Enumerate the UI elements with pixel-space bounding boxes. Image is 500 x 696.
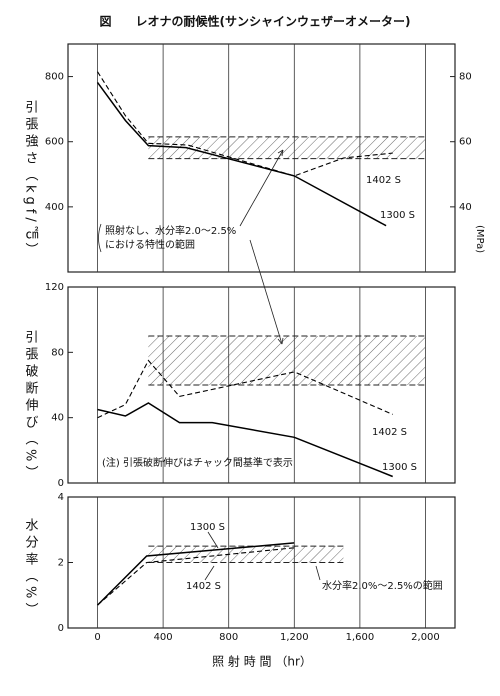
plot-frame	[67, 43, 456, 273]
x-tick-label: 800	[219, 632, 238, 643]
range-band	[148, 136, 426, 159]
annotation: 照射なし、水分率2.0〜2.5%	[105, 225, 236, 237]
series-label: 1300 S	[380, 210, 415, 221]
range-band	[148, 336, 426, 385]
series-line	[97, 359, 393, 419]
x-tick-label: 2,000	[411, 632, 440, 643]
x-tick-label: 1,600	[346, 632, 375, 643]
y-tick-label: 40	[51, 413, 64, 424]
y-axis-label: 水分率（%）	[23, 518, 39, 619]
series-label: 1402 S	[186, 581, 221, 592]
y-tick-label: 0	[58, 478, 64, 489]
range-band	[148, 546, 344, 563]
plot-frame	[67, 286, 456, 484]
y2-tick-label: 60	[459, 137, 472, 148]
y-axis-label: 引張強さ（kgf/㎠）	[23, 100, 39, 260]
chart-title: 図 レオナの耐候性(サンシャインウェザーオメーター)	[100, 14, 411, 29]
y-tick-label: 2	[58, 558, 64, 569]
y-tick-label: 80	[51, 347, 64, 358]
annotation: における特性の範囲	[105, 238, 195, 251]
y-axis-label: 引張破断伸び（%）	[23, 330, 39, 482]
x-tick-label: 0	[94, 632, 100, 643]
y-tick-label: 800	[45, 72, 64, 83]
series-label: 1402 S	[366, 175, 401, 186]
y-tick-label: 120	[45, 282, 64, 293]
series-line	[97, 71, 393, 177]
series-line	[96, 542, 295, 606]
y-tick-label: 0	[58, 623, 64, 634]
series-label: 1402 S	[372, 427, 407, 438]
x-tick-label: 1,200	[280, 632, 309, 643]
x-tick-label: 400	[154, 632, 173, 643]
annotation: (注) 引張破断伸びはチャック間基準で表示	[102, 456, 293, 469]
annotation: 水分率2.0%〜2.5%の範囲	[322, 579, 443, 592]
y-tick-label: 400	[45, 202, 64, 213]
y-tick-label: 4	[58, 492, 64, 503]
x-axis-label: 照 射 時 間 （hr）	[212, 654, 312, 669]
series-line	[96, 81, 387, 227]
y2-axis-label: (MPa)	[474, 225, 485, 253]
y2-tick-label: 40	[459, 202, 472, 213]
series-line	[97, 402, 393, 478]
series-line	[97, 547, 295, 606]
series-label: 1300 S	[382, 462, 417, 473]
y2-tick-label: 80	[459, 72, 472, 83]
series-label: 1300 S	[190, 522, 225, 533]
y-tick-label: 600	[45, 137, 64, 148]
